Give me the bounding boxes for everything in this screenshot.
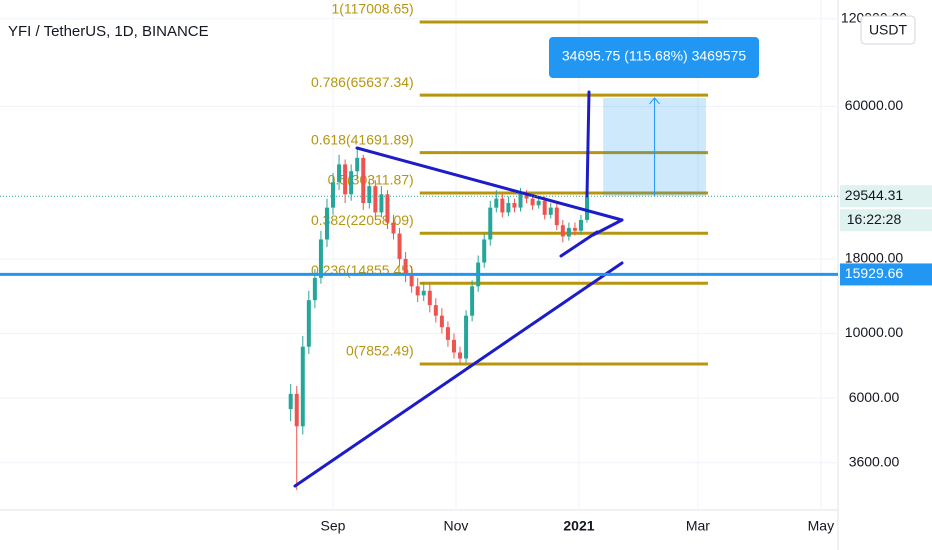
price-line-label: 15929.66 — [845, 265, 904, 281]
candle-body — [373, 186, 378, 213]
fib-label: 1(117008.65) — [331, 1, 413, 17]
candle-body — [548, 207, 553, 215]
candle-body — [397, 233, 402, 259]
price-line-badge — [840, 263, 932, 286]
candle-body — [494, 198, 499, 208]
candle-body — [421, 290, 426, 296]
candle-body — [439, 315, 444, 328]
countdown-label: 16:22:28 — [847, 211, 902, 227]
fib-label: 0.618(41691.89) — [311, 131, 414, 147]
candle-body — [343, 164, 348, 195]
candle-body — [506, 203, 511, 213]
candle-body — [324, 207, 329, 240]
candle-body — [524, 194, 529, 199]
candle-body — [331, 182, 336, 208]
measure-tooltip — [549, 37, 759, 78]
y-tick-label: 6000.00 — [849, 389, 900, 405]
candle-body — [542, 200, 547, 215]
candle-body — [572, 227, 577, 231]
candle-body — [391, 222, 396, 234]
candle-body — [367, 186, 372, 204]
candle-body — [585, 196, 590, 220]
candle-body — [385, 194, 390, 223]
last-price-label: 29544.31 — [845, 187, 904, 203]
candle-body — [536, 200, 541, 206]
candle-body — [445, 327, 450, 340]
candle-body — [403, 258, 408, 274]
x-tick-label: Mar — [686, 518, 710, 534]
trendline — [293, 261, 624, 488]
trendline — [585, 90, 591, 198]
currency-label[interactable]: USDT — [869, 22, 908, 38]
candle-body — [294, 393, 299, 427]
candle-body — [379, 194, 384, 213]
candle-body — [318, 239, 323, 278]
candle-body — [451, 339, 456, 353]
trendline — [355, 146, 624, 222]
candle-body — [349, 171, 354, 195]
countdown-badge — [840, 209, 932, 232]
candle-body — [482, 239, 487, 263]
candle-body — [566, 227, 571, 237]
trendlines — [293, 90, 624, 488]
candle-body — [355, 157, 360, 172]
candle-body — [464, 315, 469, 359]
candle-body — [433, 305, 438, 316]
candle-body — [415, 286, 420, 296]
chart-title: YFI / TetherUS, 1D, BINANCE — [8, 23, 209, 40]
currency-button[interactable] — [860, 15, 916, 45]
x-tick-label: Nov — [444, 518, 469, 534]
measure-arrow-head — [649, 97, 660, 105]
candle-body — [500, 198, 505, 213]
candle-body — [337, 164, 342, 183]
candle-body — [512, 203, 517, 208]
candle-body — [488, 207, 493, 240]
y-tick-label: 60000.00 — [845, 97, 904, 113]
candle-body — [518, 194, 523, 208]
fib-label: 0.5(30311.87) — [328, 172, 414, 188]
x-tick-label: May — [808, 518, 834, 534]
candle-body — [312, 277, 317, 301]
candle-body — [288, 393, 293, 410]
y-tick-label: 3600.00 — [849, 453, 900, 469]
x-tick-label: Sep — [321, 518, 346, 534]
trendline — [559, 230, 599, 258]
candle-body — [409, 273, 414, 287]
candle-body — [554, 207, 559, 226]
candle-body — [458, 352, 463, 359]
fib-label: 0(7852.49) — [346, 343, 414, 359]
candle-body — [470, 286, 475, 316]
candle-body — [361, 157, 366, 204]
measure-label: 34695.75 (115.68%) 3469575 — [562, 48, 746, 64]
candle-body — [300, 346, 305, 427]
candle-body — [560, 225, 565, 237]
y-tick-label: 10000.00 — [845, 324, 904, 340]
candle-body — [578, 219, 583, 231]
y-tick-label: 18000.00 — [845, 250, 904, 266]
candle-body — [306, 300, 311, 347]
candle-body — [530, 198, 535, 206]
last-price-badge — [840, 185, 932, 208]
x-tick-label: 2021 — [563, 518, 594, 534]
fib-label: 0.786(65637.34) — [311, 74, 414, 90]
candle-body — [427, 290, 432, 306]
